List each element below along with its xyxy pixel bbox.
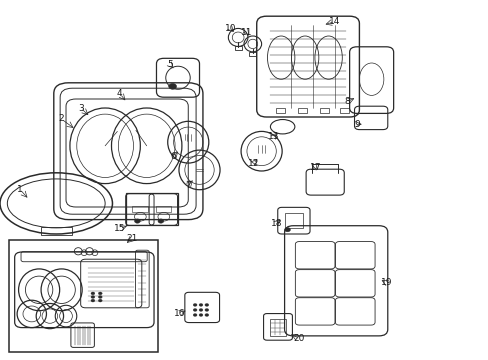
Bar [249, 52, 256, 56]
Ellipse shape [98, 296, 102, 298]
Text: 19: 19 [380, 278, 391, 287]
Ellipse shape [284, 228, 290, 232]
Text: 14: 14 [328, 17, 340, 26]
Ellipse shape [98, 299, 102, 302]
Bar [41, 227, 72, 235]
Ellipse shape [158, 219, 163, 223]
Ellipse shape [204, 314, 208, 316]
Text: 4: 4 [117, 89, 122, 98]
Text: 15: 15 [114, 224, 125, 233]
Text: 3: 3 [78, 104, 83, 112]
Text: 13: 13 [267, 132, 279, 141]
Ellipse shape [98, 292, 102, 295]
Text: 20: 20 [293, 334, 305, 343]
Ellipse shape [91, 299, 95, 302]
Bar [320, 108, 328, 113]
Text: 2: 2 [58, 114, 64, 123]
Text: 17: 17 [309, 163, 321, 172]
Bar [155, 206, 171, 212]
Ellipse shape [204, 309, 208, 311]
Bar [339, 108, 348, 113]
Text: 1: 1 [17, 184, 22, 194]
Ellipse shape [199, 314, 203, 316]
Ellipse shape [204, 303, 208, 306]
Ellipse shape [91, 292, 95, 295]
Ellipse shape [193, 303, 197, 306]
Text: 8: 8 [344, 97, 349, 106]
Bar [234, 46, 241, 50]
Text: 11: 11 [241, 28, 252, 37]
Ellipse shape [193, 309, 197, 311]
Bar [9, 240, 158, 352]
Text: 10: 10 [224, 24, 236, 33]
Bar [276, 108, 285, 113]
Text: 21: 21 [126, 234, 138, 243]
Bar [126, 193, 177, 225]
Text: 9: 9 [353, 120, 359, 129]
Ellipse shape [91, 296, 95, 298]
Text: 18: 18 [270, 219, 282, 228]
Text: 7: 7 [185, 181, 191, 190]
Bar [132, 206, 147, 212]
Ellipse shape [193, 314, 197, 316]
Ellipse shape [199, 309, 203, 311]
Text: 12: 12 [247, 159, 259, 168]
Ellipse shape [134, 219, 140, 223]
Text: 16: 16 [174, 309, 185, 318]
Bar [269, 319, 285, 336]
Text: 6: 6 [170, 152, 176, 161]
Ellipse shape [199, 303, 203, 306]
Text: 5: 5 [167, 60, 173, 69]
Bar [284, 213, 303, 228]
Ellipse shape [168, 84, 176, 89]
Bar [298, 108, 306, 113]
